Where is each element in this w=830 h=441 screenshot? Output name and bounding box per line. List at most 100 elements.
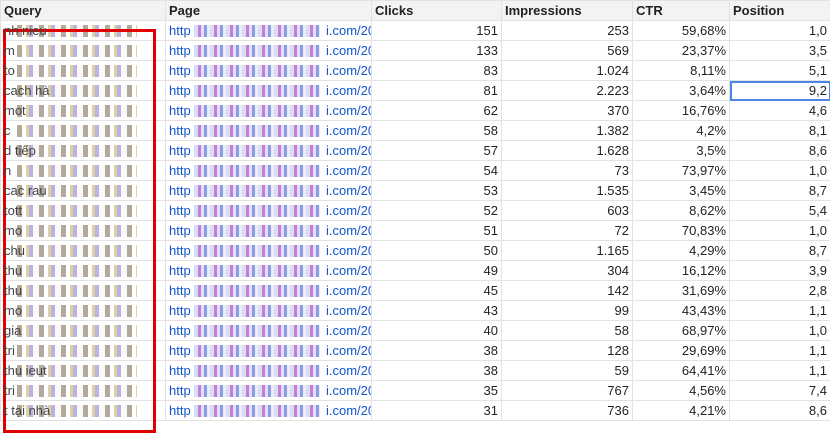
- position-cell[interactable]: 1,1: [729, 300, 830, 321]
- clicks-cell[interactable]: 53: [371, 180, 502, 201]
- page-cell[interactable]: http i.com/20: [165, 340, 372, 361]
- query-cell[interactable]: mot: [0, 100, 166, 121]
- ctr-cell[interactable]: 29,69%: [632, 340, 730, 361]
- query-cell[interactable]: nh nieu: [0, 20, 166, 41]
- ctr-cell[interactable]: 3,5%: [632, 140, 730, 161]
- impressions-cell[interactable]: 370: [501, 100, 633, 121]
- impressions-cell[interactable]: 99: [501, 300, 633, 321]
- query-cell[interactable]: d tiếp: [0, 140, 166, 161]
- position-cell[interactable]: 2,8: [729, 280, 830, 301]
- impressions-cell[interactable]: 603: [501, 200, 633, 221]
- impressions-cell[interactable]: 1.382: [501, 120, 633, 141]
- query-cell[interactable]: tri: [0, 340, 166, 361]
- impressions-cell[interactable]: 59: [501, 360, 633, 381]
- impressions-cell[interactable]: 2.223: [501, 80, 633, 101]
- query-cell[interactable]: cac rau: [0, 180, 166, 201]
- clicks-cell[interactable]: 40: [371, 320, 502, 341]
- impressions-cell[interactable]: 1.024: [501, 60, 633, 81]
- impressions-cell[interactable]: 569: [501, 40, 633, 61]
- page-cell[interactable]: http i.com/20: [165, 240, 372, 261]
- position-cell[interactable]: 8,7: [729, 240, 830, 261]
- header-clicks[interactable]: Clicks: [371, 0, 502, 21]
- clicks-cell[interactable]: 58: [371, 120, 502, 141]
- position-cell[interactable]: 1,0: [729, 220, 830, 241]
- position-cell[interactable]: 1,0: [729, 160, 830, 181]
- header-impressions[interactable]: Impressions: [501, 0, 633, 21]
- ctr-cell[interactable]: 16,76%: [632, 100, 730, 121]
- query-cell[interactable]: c: [0, 120, 166, 141]
- query-cell[interactable]: thu ieut: [0, 360, 166, 381]
- ctr-cell[interactable]: 4,21%: [632, 400, 730, 421]
- clicks-cell[interactable]: 81: [371, 80, 502, 101]
- page-cell[interactable]: http i.com/20: [165, 320, 372, 341]
- page-cell[interactable]: http i.com/20: [165, 360, 372, 381]
- ctr-cell[interactable]: 3,45%: [632, 180, 730, 201]
- header-position[interactable]: Position: [729, 0, 830, 21]
- page-cell[interactable]: http i.com/20: [165, 380, 372, 401]
- ctr-cell[interactable]: 31,69%: [632, 280, 730, 301]
- header-page[interactable]: Page: [165, 0, 372, 21]
- clicks-cell[interactable]: 52: [371, 200, 502, 221]
- clicks-cell[interactable]: 31: [371, 400, 502, 421]
- clicks-cell[interactable]: 133: [371, 40, 502, 61]
- clicks-cell[interactable]: 50: [371, 240, 502, 261]
- query-cell[interactable]: mo: [0, 220, 166, 241]
- impressions-cell[interactable]: 58: [501, 320, 633, 341]
- position-cell[interactable]: 5,4: [729, 200, 830, 221]
- query-cell[interactable]: thu: [0, 260, 166, 281]
- impressions-cell[interactable]: 253: [501, 20, 633, 41]
- page-cell[interactable]: http i.com/20: [165, 200, 372, 221]
- position-cell[interactable]: 8,1: [729, 120, 830, 141]
- impressions-cell[interactable]: 736: [501, 400, 633, 421]
- ctr-cell[interactable]: 23,37%: [632, 40, 730, 61]
- clicks-cell[interactable]: 49: [371, 260, 502, 281]
- query-cell[interactable]: n: [0, 160, 166, 181]
- position-cell[interactable]: 5,1: [729, 60, 830, 81]
- page-cell[interactable]: http i.com/20: [165, 80, 372, 101]
- ctr-cell[interactable]: 3,64%: [632, 80, 730, 101]
- page-cell[interactable]: http i.com/20: [165, 160, 372, 181]
- query-cell[interactable]: mo: [0, 300, 166, 321]
- clicks-cell[interactable]: 51: [371, 220, 502, 241]
- clicks-cell[interactable]: 43: [371, 300, 502, 321]
- position-cell[interactable]: 1,1: [729, 360, 830, 381]
- page-cell[interactable]: http i.com/20: [165, 60, 372, 81]
- header-ctr[interactable]: CTR: [632, 0, 730, 21]
- query-cell[interactable]: gia: [0, 320, 166, 341]
- clicks-cell[interactable]: 151: [371, 20, 502, 41]
- position-cell[interactable]: 1,1: [729, 340, 830, 361]
- query-cell[interactable]: chu: [0, 240, 166, 261]
- query-cell[interactable]: t tại nhà: [0, 400, 166, 421]
- impressions-cell[interactable]: 72: [501, 220, 633, 241]
- impressions-cell[interactable]: 304: [501, 260, 633, 281]
- clicks-cell[interactable]: 83: [371, 60, 502, 81]
- position-cell[interactable]: 3,5: [729, 40, 830, 61]
- impressions-cell[interactable]: 767: [501, 380, 633, 401]
- ctr-cell[interactable]: 73,97%: [632, 160, 730, 181]
- query-cell[interactable]: thu: [0, 280, 166, 301]
- ctr-cell[interactable]: 16,12%: [632, 260, 730, 281]
- ctr-cell[interactable]: 4,29%: [632, 240, 730, 261]
- impressions-cell[interactable]: 128: [501, 340, 633, 361]
- impressions-cell[interactable]: 1.628: [501, 140, 633, 161]
- header-query[interactable]: Query: [0, 0, 166, 21]
- position-cell[interactable]: 8,6: [729, 140, 830, 161]
- clicks-cell[interactable]: 57: [371, 140, 502, 161]
- position-cell[interactable]: 7,4: [729, 380, 830, 401]
- ctr-cell[interactable]: 4,2%: [632, 120, 730, 141]
- ctr-cell[interactable]: 43,43%: [632, 300, 730, 321]
- ctr-cell[interactable]: 70,83%: [632, 220, 730, 241]
- clicks-cell[interactable]: 62: [371, 100, 502, 121]
- page-cell[interactable]: http i.com/20: [165, 220, 372, 241]
- impressions-cell[interactable]: 142: [501, 280, 633, 301]
- clicks-cell[interactable]: 45: [371, 280, 502, 301]
- query-cell[interactable]: tri: [0, 380, 166, 401]
- page-cell[interactable]: http i.com/20: [165, 260, 372, 281]
- clicks-cell[interactable]: 38: [371, 360, 502, 381]
- position-cell-selected[interactable]: 9,2: [729, 80, 830, 101]
- ctr-cell[interactable]: 8,11%: [632, 60, 730, 81]
- impressions-cell[interactable]: 1.165: [501, 240, 633, 261]
- page-cell[interactable]: http i.com/20: [165, 40, 372, 61]
- clicks-cell[interactable]: 54: [371, 160, 502, 181]
- ctr-cell[interactable]: 8,62%: [632, 200, 730, 221]
